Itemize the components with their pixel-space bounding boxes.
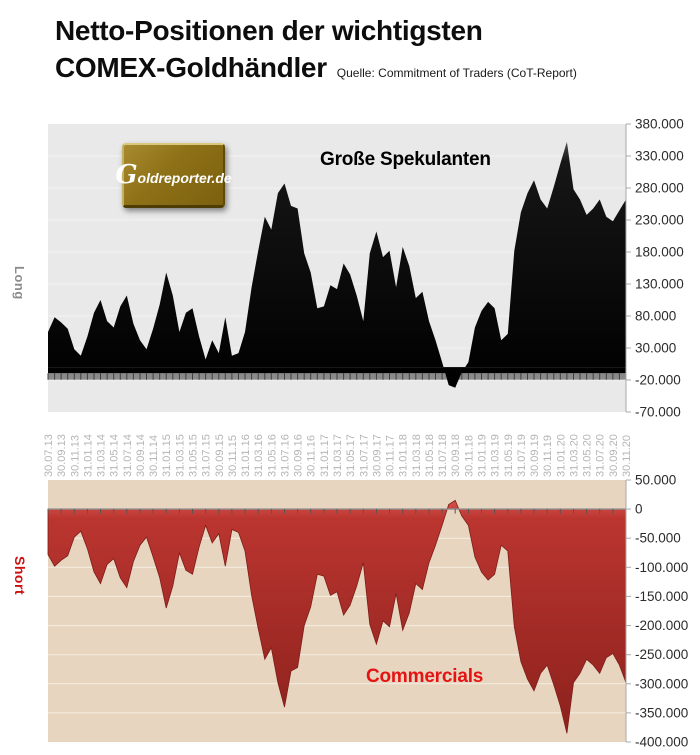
x-axis-label: 30.09.18: [450, 434, 462, 477]
x-axis-label: 31.01.18: [398, 434, 410, 477]
x-axis-label: 31.07.17: [358, 434, 370, 477]
title-block: Netto-Positionen der wichtigsten COMEX-G…: [55, 12, 695, 92]
x-axis-label: 31.03.16: [253, 434, 265, 477]
x-axis-label: 30.11.16: [306, 435, 318, 477]
goldreporter-logo-text: Goldreporter.de: [115, 159, 232, 190]
x-axis-label: 31.01.16: [240, 434, 252, 477]
y-axis-label: 80.000: [635, 309, 676, 324]
x-axis-label: 30.09.15: [214, 434, 226, 477]
y-axis-label: 330.000: [635, 149, 684, 164]
x-axis-label: 30.11.18: [463, 435, 475, 477]
x-axis-label: 31.07.20: [595, 434, 607, 477]
x-axis-label: 30.09.16: [293, 434, 305, 477]
source-note: Quelle: Commitment of Traders (CoT-Repor…: [336, 66, 577, 80]
x-axis-label: 31.01.15: [161, 434, 173, 477]
x-axis-label: 30.11.19: [542, 435, 554, 477]
x-axis-label: 31.05.15: [188, 434, 200, 477]
y-axis-label: -70.000: [635, 405, 681, 420]
y-axis-label: -300.000: [635, 676, 688, 691]
y-axis-label: -100.000: [635, 560, 688, 575]
y-axis-label: -150.000: [635, 589, 688, 604]
commercials-area: [47, 499, 627, 734]
x-axis-label: 31.05.20: [582, 434, 594, 477]
goldreporter-logo: Goldreporter.de: [115, 143, 232, 208]
x-axis-label: 30.09.17: [371, 434, 383, 477]
x-axis-label: 31.07.19: [516, 434, 528, 477]
large-speculators-chart: 380.000 330.000 280.000 230.000 180.000 130.0…: [43, 117, 684, 478]
x-axis-label: 30.09.13: [56, 434, 68, 477]
long-axis-label: Long: [12, 266, 27, 300]
speculators-chart-title: Große Spekulanten: [320, 149, 491, 170]
x-axis-label: 30.09.14: [135, 434, 147, 477]
x-axis-label: 31.07.18: [437, 434, 449, 477]
y-axis-label: 30.000: [635, 341, 676, 356]
x-axis-label: 31.03.20: [569, 434, 581, 477]
y-axis-label: -350.000: [635, 705, 688, 720]
y-axis-label: 180.000: [635, 245, 684, 260]
page-title-line1: Netto-Positionen der wichtigsten: [55, 15, 483, 46]
y-axis-label: -250.000: [635, 647, 688, 662]
x-axis-label: 30.11.15: [227, 435, 239, 477]
page-title-line2-text: COMEX-Goldhändler: [55, 52, 327, 83]
y-axis-label: 50.000: [635, 473, 676, 488]
y-axis-label: 0: [635, 502, 643, 517]
x-axis-label: 31.01.19: [477, 434, 489, 477]
x-axis-label: 31.01.20: [555, 434, 567, 477]
x-axis-label: 31.05.19: [503, 434, 515, 477]
x-axis-label: 31.07.16: [280, 434, 292, 477]
area-base-strip: [48, 367, 626, 374]
x-axis-label: 30.11.17: [385, 435, 397, 477]
y-axis-label: -50.000: [635, 531, 681, 546]
x-axis-label: 31.03.14: [96, 434, 108, 477]
x-axis-label: 31.05.16: [266, 434, 278, 477]
x-axis-label: 31.03.17: [332, 434, 344, 477]
x-axis-label: 31.05.17: [345, 434, 357, 477]
commercials-chart: 50.000 0 -50.000 -100.000 -150.000 -200.000 -2…: [47, 473, 688, 750]
x-axis-label: 30.07.13: [43, 434, 55, 477]
x-axis-label: 31.05.14: [109, 434, 121, 477]
x-axis-label: 30.11.13: [69, 435, 81, 477]
commercials-chart-title: Commercials: [366, 666, 484, 687]
large-speculators-area: [48, 141, 626, 388]
x-axis-label: 31.03.15: [174, 434, 186, 477]
x-axis-label: 31.01.17: [319, 434, 331, 477]
x-axis-label: 31.03.19: [490, 434, 502, 477]
x-axis-label: 30.11.20: [621, 435, 633, 477]
x-axis-label: 31.03.18: [411, 434, 423, 477]
x-axis-label: 31.07.14: [122, 434, 134, 477]
y-axis-label: 230.000: [635, 213, 684, 228]
x-axis-label: 30.09.20: [608, 434, 620, 477]
x-axis-label: 31.01.14: [82, 434, 94, 477]
x-axis-label: 31.07.15: [201, 434, 213, 477]
y-axis-label: 280.000: [635, 181, 684, 196]
y-axis-label: -20.000: [635, 373, 681, 388]
y-axis-label: -400.000: [635, 735, 688, 750]
y-axis-label: 130.000: [635, 277, 684, 292]
x-axis-label: 31.05.18: [424, 434, 436, 477]
short-axis-label: Short: [12, 556, 28, 596]
y-axis-label: 380.000: [635, 117, 684, 132]
x-axis-label: 30.09.19: [529, 434, 541, 477]
x-axis-label: 30.11.14: [148, 435, 160, 477]
page-title-line2: COMEX-Goldhändler Quelle: Commitment of T…: [55, 49, 695, 92]
y-axis-label: -200.000: [635, 618, 688, 633]
